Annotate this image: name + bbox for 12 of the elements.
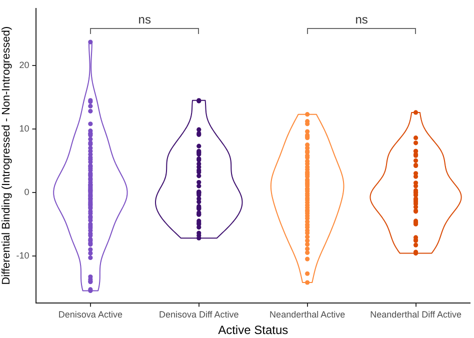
y-tick-label: 10: [19, 123, 30, 134]
x-tick-label: Denisova Diff Active: [158, 310, 239, 320]
x-tick-label: Denisova Active: [58, 310, 122, 320]
x-tick-label: Neanderthal Active: [270, 310, 346, 320]
y-tick-label: 0: [24, 186, 30, 197]
x-tick-label: Neanderthal Diff Active: [370, 310, 462, 320]
y-tick-label: 20: [19, 60, 30, 70]
y-axis-title: Differential Binding (Introgressed - Non-Introgressed): [0, 26, 13, 285]
annotation: ns: [355, 12, 368, 27]
annotation: ns: [138, 12, 151, 27]
y-tick-label: -10: [16, 250, 30, 260]
x-axis-title: Active Status: [218, 323, 288, 338]
